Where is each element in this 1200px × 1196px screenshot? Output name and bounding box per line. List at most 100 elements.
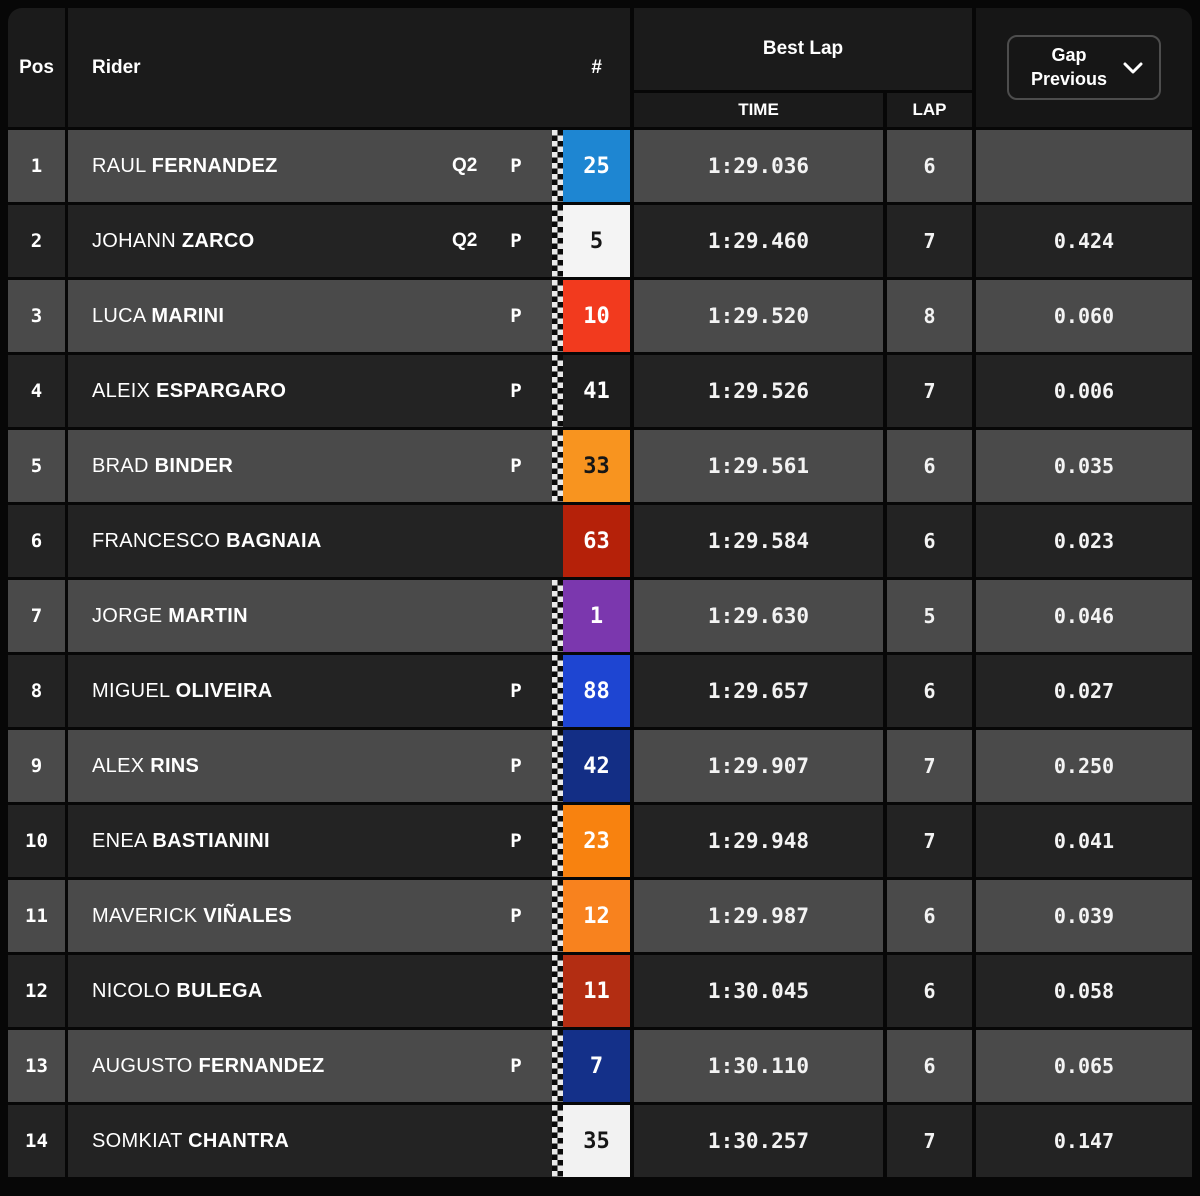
rider-name: RAUL FERNANDEZ xyxy=(92,155,278,178)
checkered-strip xyxy=(552,655,563,727)
tire-indicator: P xyxy=(510,755,522,777)
best-lap-number: 6 xyxy=(923,1054,936,1078)
tire-indicator: P xyxy=(510,830,522,852)
best-lap-number-cell: 6 xyxy=(887,655,972,727)
best-lap-number-cell: 6 xyxy=(887,430,972,502)
best-lap-number-cell: 7 xyxy=(887,805,972,877)
table-row: 13 AUGUSTO FERNANDEZ P 7 1:30.110 6 0.06… xyxy=(8,1030,1192,1102)
tire-indicator: P xyxy=(510,455,522,477)
rider-last-name: OLIVEIRA xyxy=(175,679,273,702)
best-lap-number: 7 xyxy=(923,1129,936,1153)
table-row: 10 ENEA BASTIANINI P 23 1:29.948 7 0.041 xyxy=(8,805,1192,877)
rider-last-name: FERNANDEZ xyxy=(198,1054,325,1077)
position-value: 1 xyxy=(30,155,43,177)
position-value: 12 xyxy=(25,980,48,1002)
best-lap-time: 1:29.907 xyxy=(707,754,810,778)
rider-number-box: 23 xyxy=(563,805,630,877)
rider-first-name: FRANCESCO xyxy=(92,529,221,552)
rider-first-name: MAVERICK xyxy=(92,904,198,927)
rider-badges: P xyxy=(452,680,528,702)
best-lap-number-cell: 7 xyxy=(887,355,972,427)
rider-cell: MIGUEL OLIVEIRA P xyxy=(68,655,552,727)
header-bestlap: Best Lap xyxy=(634,8,972,90)
gap-cell: 0.065 xyxy=(976,1030,1192,1102)
gap-value: 0.424 xyxy=(1053,229,1115,253)
gap-value: 0.035 xyxy=(1053,454,1115,478)
gap-value: 0.006 xyxy=(1053,379,1115,403)
header-rider: Rider # xyxy=(68,8,630,127)
rider-number: 7 xyxy=(589,1053,604,1079)
best-lap-number-cell: 6 xyxy=(887,505,972,577)
gap-cell: 0.041 xyxy=(976,805,1192,877)
rider-number-box: 88 xyxy=(563,655,630,727)
rider-number-box: 5 xyxy=(563,205,630,277)
best-lap-number-cell: 6 xyxy=(887,880,972,952)
tire-indicator: P xyxy=(510,905,522,927)
rider-name: MAVERICK VIÑALES xyxy=(92,905,292,928)
best-lap-time: 1:29.460 xyxy=(707,229,810,253)
rider-cell: BRAD BINDER P xyxy=(68,430,552,502)
best-lap-time-cell: 1:29.520 xyxy=(634,280,883,352)
rider-first-name: SOMKIAT xyxy=(92,1129,183,1152)
tire-indicator: P xyxy=(510,230,522,252)
best-lap-number: 6 xyxy=(923,904,936,928)
header-bestlap-group: Best Lap TIME LAP xyxy=(634,8,972,127)
header-lap: LAP xyxy=(887,93,972,127)
position-value: 9 xyxy=(30,755,43,777)
rider-last-name: FERNANDEZ xyxy=(151,154,278,177)
tire-indicator: P xyxy=(510,680,522,702)
best-lap-time-cell: 1:29.460 xyxy=(634,205,883,277)
position-value: 5 xyxy=(30,455,43,477)
checkered-strip xyxy=(552,1030,563,1102)
position-cell: 8 xyxy=(8,655,65,727)
best-lap-time-cell: 1:29.561 xyxy=(634,430,883,502)
checkered-strip xyxy=(552,580,563,652)
position-value: 6 xyxy=(30,530,43,552)
rider-number: 5 xyxy=(589,228,604,254)
gap-cell: 0.035 xyxy=(976,430,1192,502)
rider-last-name: CHANTRA xyxy=(188,1129,290,1152)
checkered-strip xyxy=(552,880,563,952)
table-row: 8 MIGUEL OLIVEIRA P 88 1:29.657 6 0.027 xyxy=(8,655,1192,727)
best-lap-number-cell: 7 xyxy=(887,1105,972,1177)
rider-badges: P xyxy=(452,755,528,777)
best-lap-number-cell: 5 xyxy=(887,580,972,652)
gap-cell: 0.424 xyxy=(976,205,1192,277)
rider-name: SOMKIAT CHANTRA xyxy=(92,1130,289,1153)
best-lap-number: 5 xyxy=(923,604,936,628)
position-cell: 3 xyxy=(8,280,65,352)
rider-number-box: 33 xyxy=(563,430,630,502)
rider-last-name: MARTIN xyxy=(168,604,248,627)
checkered-strip xyxy=(552,205,563,277)
gap-cell: 0.039 xyxy=(976,880,1192,952)
gap-value: 0.060 xyxy=(1053,304,1115,328)
table-header: Pos Rider # Best Lap TIME LAP Gap xyxy=(8,8,1192,127)
checkered-strip xyxy=(552,280,563,352)
rider-number-box: 7 xyxy=(563,1030,630,1102)
checkered-strip xyxy=(552,130,563,202)
best-lap-number: 6 xyxy=(923,529,936,553)
best-lap-time: 1:29.948 xyxy=(707,829,810,853)
rider-number: 63 xyxy=(583,528,610,554)
rider-badges: P xyxy=(452,830,528,852)
best-lap-time: 1:29.520 xyxy=(707,304,810,328)
rider-number: 10 xyxy=(583,303,610,329)
gap-previous-dropdown[interactable]: Gap Previous xyxy=(1006,35,1162,100)
position-cell: 13 xyxy=(8,1030,65,1102)
rider-number-box: 63 xyxy=(563,505,630,577)
table-row: 4 ALEIX ESPARGARO P 41 1:29.526 7 0.006 xyxy=(8,355,1192,427)
best-lap-time-cell: 1:30.045 xyxy=(634,955,883,1027)
rider-last-name: BINDER xyxy=(154,454,234,477)
tire-indicator: P xyxy=(510,1055,522,1077)
gap-cell: 0.058 xyxy=(976,955,1192,1027)
rider-badges: P xyxy=(452,1055,528,1077)
rider-cell: MAVERICK VIÑALES P xyxy=(68,880,552,952)
rider-first-name: ENEA xyxy=(92,829,147,852)
best-lap-time: 1:30.110 xyxy=(707,1054,810,1078)
gap-value: 0.250 xyxy=(1053,754,1115,778)
best-lap-time: 1:29.526 xyxy=(707,379,810,403)
position-value: 10 xyxy=(25,830,48,852)
gap-value: 0.023 xyxy=(1053,529,1115,553)
best-lap-time: 1:29.987 xyxy=(707,904,810,928)
